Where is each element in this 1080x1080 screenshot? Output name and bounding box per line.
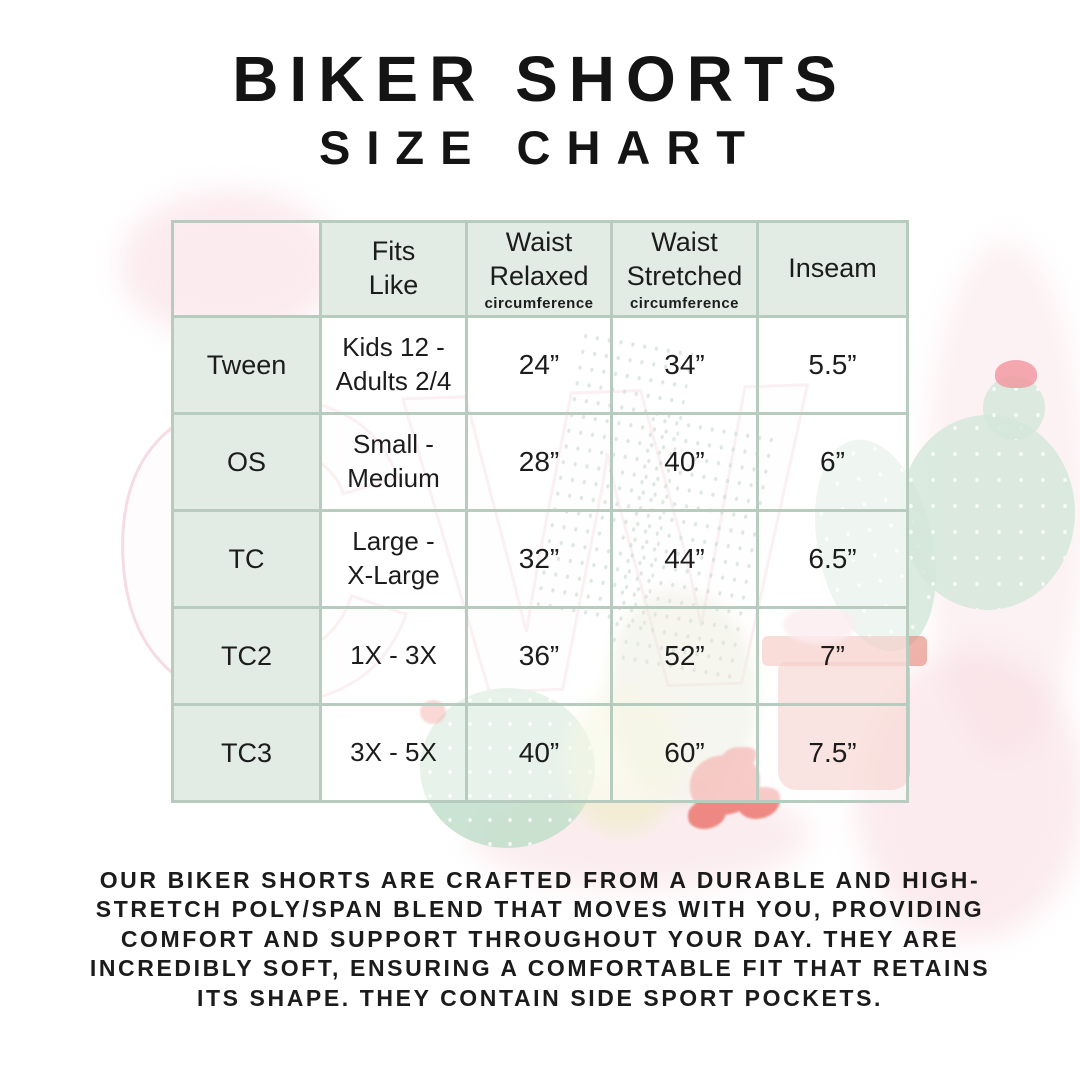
table-row-tween: Tween Kids 12 - Adults 2/4 24” 34” 5.5”	[171, 315, 909, 415]
row-label: TC	[171, 509, 322, 609]
table-row-tc2: TC2 1X - 3X 36” 52” 7”	[171, 606, 909, 706]
cactus-illustration	[900, 415, 1075, 610]
fits-like-value: Kids 12 - Adults 2/4	[319, 315, 468, 415]
column-header-waist-relaxed: Waist Relaxed circumference	[465, 220, 613, 318]
table-row-tc3: TC3 3X - 5X 40” 60” 7.5”	[171, 703, 909, 803]
page-subtitle: SIZE CHART	[319, 121, 761, 174]
waist-stretched-value: 52”	[610, 606, 759, 706]
product-description: OUR BIKER SHORTS ARE CRAFTED FROM A DURA…	[89, 867, 991, 1011]
page-title: BIKER SHORTS	[232, 43, 848, 115]
table-row-tc: TC Large - X-Large 32” 44” 6.5”	[171, 509, 909, 609]
fits-like-value: Large - X-Large	[319, 509, 468, 609]
row-label: TC3	[171, 703, 322, 803]
waist-stretched-value: 60”	[610, 703, 759, 803]
inseam-value: 5.5”	[756, 315, 909, 415]
column-header-fits-like: Fits Like	[319, 220, 468, 318]
blank-corner-cell	[171, 220, 322, 318]
waist-relaxed-value: 40”	[465, 703, 613, 803]
waist-stretched-value: 40”	[610, 412, 759, 512]
waist-relaxed-value: 24”	[465, 315, 613, 415]
header-row: Fits Like Waist Relaxed circumference Wa…	[171, 220, 909, 318]
title-block: BIKER SHORTS SIZE CHART	[0, 42, 1080, 175]
waist-relaxed-value: 28”	[465, 412, 613, 512]
column-header-waist-stretched: Waist Stretched circumference	[610, 220, 759, 318]
size-chart-table: Fits Like Waist Relaxed circumference Wa…	[171, 220, 909, 803]
waist-relaxed-value: 32”	[465, 509, 613, 609]
row-label: TC2	[171, 606, 322, 706]
inseam-value: 7”	[756, 606, 909, 706]
inseam-value: 6”	[756, 412, 909, 512]
cactus-flower-illustration	[995, 360, 1037, 388]
column-header-inseam: Inseam	[756, 220, 909, 318]
cactus-illustration	[983, 376, 1045, 440]
fits-like-value: Small - Medium	[319, 412, 468, 512]
waist-stretched-value: 34”	[610, 315, 759, 415]
table-row-os: OS Small - Medium 28” 40” 6”	[171, 412, 909, 512]
waist-stretched-value: 44”	[610, 509, 759, 609]
fits-like-value: 3X - 5X	[319, 703, 468, 803]
waist-relaxed-value: 36”	[465, 606, 613, 706]
row-label: OS	[171, 412, 322, 512]
fits-like-value: 1X - 3X	[319, 606, 468, 706]
row-label: Tween	[171, 315, 322, 415]
inseam-value: 7.5”	[756, 703, 909, 803]
inseam-value: 6.5”	[756, 509, 909, 609]
